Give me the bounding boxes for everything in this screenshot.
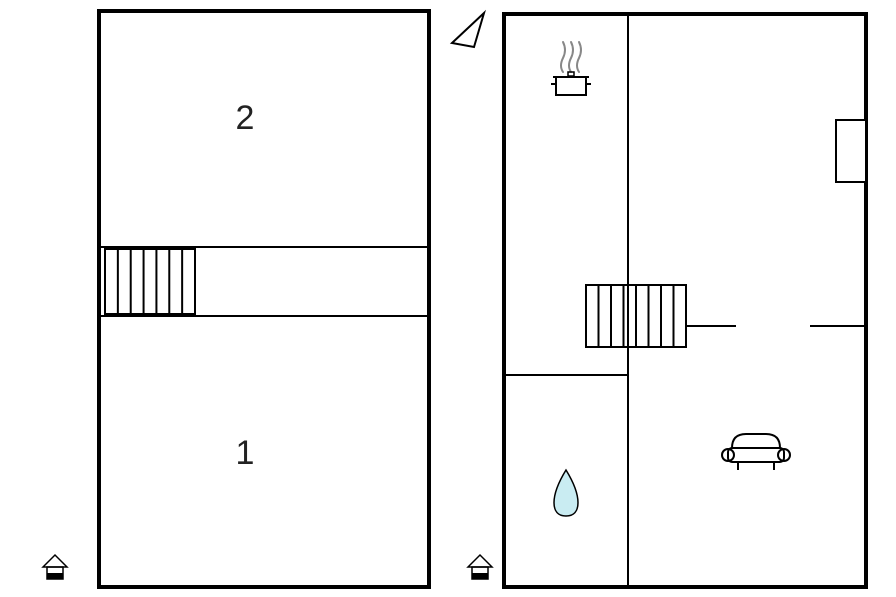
house-icon-left — [43, 555, 67, 579]
room-label-2: 2 — [236, 99, 255, 137]
floorplan-diagram: 21 — [0, 0, 896, 597]
water-drop-icon — [554, 470, 578, 516]
sofa-icon — [722, 434, 790, 470]
room-label-1: 1 — [236, 434, 255, 472]
left-floorplan: 21 — [99, 11, 429, 587]
north-arrow-icon — [452, 13, 484, 47]
house-icon-right — [468, 555, 492, 579]
pot-icon — [551, 42, 591, 95]
